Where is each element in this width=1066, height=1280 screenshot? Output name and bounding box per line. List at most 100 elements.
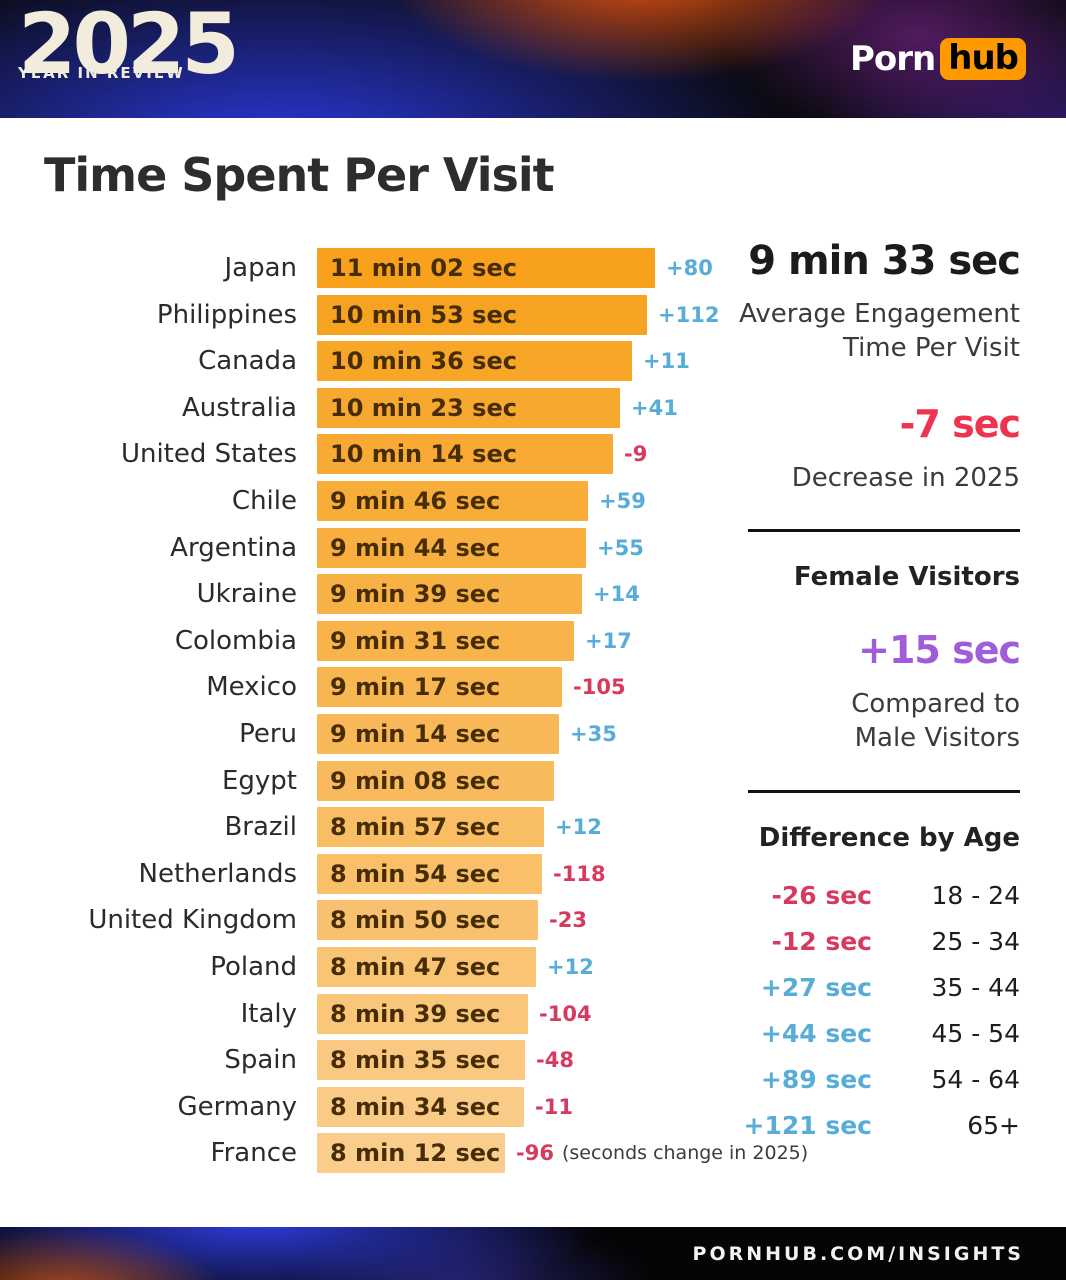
- bar-wrap: 8 min 35 sec -48: [317, 1040, 720, 1081]
- time-value: 8 min 39 sec: [330, 999, 501, 1028]
- avg-engagement-label: Average Engagement Time Per Visit: [720, 298, 1020, 366]
- country-label: Australia: [181, 392, 297, 423]
- time-bar: 10 min 14 sec: [317, 434, 613, 475]
- bar-wrap: 8 min 12 sec -96 (seconds change in 2025…: [317, 1133, 809, 1174]
- time-value: 9 min 14 sec: [330, 719, 501, 748]
- time-value: 8 min 47 sec: [330, 952, 501, 981]
- country-label: Philippines: [156, 299, 297, 330]
- bar-wrap: 9 min 44 sec +55: [317, 527, 720, 568]
- bar-row: France 8 min 12 sec -96 (seconds change …: [0, 1133, 808, 1174]
- age-range-label: 65+: [967, 1110, 1020, 1140]
- avg-engagement-value: 9 min 33 sec: [748, 238, 1021, 284]
- time-value: 9 min 39 sec: [330, 580, 501, 609]
- change-value: -11: [535, 1094, 573, 1119]
- bar-row: Argentina 9 min 44 sec +55: [0, 527, 720, 568]
- decrease-value: -7 sec: [899, 401, 1021, 446]
- bar-row: Colombia 9 min 31 sec +17: [0, 620, 720, 661]
- bar-wrap: 8 min 57 sec +12: [317, 807, 720, 848]
- bar-row: Germany 8 min 34 sec -11: [0, 1086, 720, 1127]
- age-range-label: 45 - 54: [931, 1018, 1020, 1048]
- brand-hub-badge: hub: [940, 38, 1026, 80]
- age-diff-value: +89 sec: [760, 1064, 872, 1094]
- bar-row: Spain 8 min 35 sec -48: [0, 1040, 720, 1081]
- avg-label-line2: Time Per Visit: [843, 332, 1020, 363]
- time-bar: 8 min 34 sec: [317, 1086, 524, 1127]
- time-bar: 8 min 35 sec: [317, 1040, 525, 1081]
- change-value: -104: [539, 1001, 592, 1026]
- bar-wrap: 10 min 14 sec -9: [317, 434, 720, 475]
- time-value: 9 min 17 sec: [330, 673, 501, 702]
- bar-row: Canada 10 min 36 sec +11: [0, 341, 720, 382]
- time-value: 9 min 44 sec: [330, 533, 501, 562]
- time-value: 10 min 36 sec: [330, 347, 517, 376]
- change-value: -96: [516, 1141, 554, 1166]
- change-value: +80: [666, 256, 713, 280]
- divider-line: [748, 529, 1020, 533]
- change-value: +112: [658, 302, 720, 327]
- country-label: Egypt: [221, 765, 297, 796]
- age-row: +89 sec 54 - 64: [720, 1065, 1020, 1094]
- country-label: Spain: [224, 1045, 297, 1076]
- bar-rows: Japan 11 min 02 sec +80 Philippines 10 m…: [0, 248, 808, 1174]
- age-row: +44 sec 45 - 54: [720, 1019, 1020, 1048]
- time-bar: 10 min 36 sec: [317, 341, 632, 382]
- bar-wrap: 9 min 17 sec -105: [317, 667, 720, 708]
- age-range-label: 18 - 24: [931, 880, 1020, 910]
- time-value: 9 min 08 sec: [330, 766, 501, 795]
- change-value: -48: [536, 1048, 574, 1073]
- bar-row: United Kingdom 8 min 50 sec -23: [0, 900, 720, 941]
- age-diff-value: +121 sec: [743, 1110, 873, 1140]
- country-label: Japan: [224, 253, 297, 283]
- footer-bar: PORNHUB.COM/INSIGHTS: [0, 1227, 1066, 1280]
- avg-label-line1: Average Engagement: [739, 299, 1020, 329]
- country-label: Italy: [240, 998, 297, 1029]
- pornhub-logo: Porn hub: [850, 38, 1026, 80]
- bar-wrap: 11 min 02 sec +80: [317, 248, 720, 288]
- female-label-line2: Male Visitors: [854, 723, 1020, 754]
- bar-wrap: 9 min 46 sec +59: [317, 480, 720, 521]
- age-row: +121 sec 65+: [720, 1110, 1021, 1140]
- age-range-label: 54 - 64: [931, 1064, 1020, 1094]
- year-text: 2025: [18, 0, 240, 93]
- bar-wrap: 10 min 36 sec +11: [317, 341, 720, 382]
- change-value: -23: [549, 908, 587, 933]
- country-label: Ukraine: [196, 579, 297, 610]
- time-per-visit-bar-chart: Japan 11 min 02 sec +80 Philippines 10 m…: [0, 248, 808, 1180]
- country-label: Chile: [231, 485, 297, 516]
- country-label: United Kingdom: [88, 905, 297, 936]
- change-value: +41: [631, 395, 678, 420]
- age-diff-value: -12 sec: [771, 926, 872, 956]
- time-bar: 9 min 46 sec: [317, 480, 588, 521]
- change-value: +12: [555, 815, 602, 840]
- change-value: +12: [547, 954, 594, 979]
- change-note: (seconds change in 2025): [561, 1142, 809, 1165]
- time-bar: 8 min 54 sec: [317, 853, 542, 894]
- bar-row: Australia 10 min 23 sec +41: [0, 387, 720, 428]
- bar-row: Poland 8 min 47 sec +12: [0, 946, 720, 987]
- change-value: -9: [624, 442, 648, 467]
- time-value: 10 min 53 sec: [330, 300, 517, 329]
- change-value: +59: [599, 488, 646, 513]
- country-label: Germany: [177, 1091, 297, 1122]
- time-bar: 8 min 12 sec: [317, 1133, 505, 1174]
- time-bar: 9 min 14 sec: [317, 713, 559, 754]
- stats-panel: 9 min 33 sec Average Engagement Time Per…: [720, 238, 1021, 1157]
- female-label-line1: Compared to: [851, 689, 1020, 720]
- time-value: 8 min 12 sec: [330, 1139, 501, 1168]
- bar-row: Japan 11 min 02 sec +80: [0, 248, 720, 288]
- year-in-review-logo: 2025 YEAR IN REVIEW: [18, 2, 240, 86]
- age-diff-value: -26 sec: [771, 880, 872, 910]
- difference-by-age-heading: Difference by Age: [758, 822, 1020, 853]
- time-value: 11 min 02 sec: [330, 254, 517, 282]
- time-bar: 9 min 17 sec: [317, 667, 562, 708]
- bar-wrap: 9 min 08 sec: [317, 760, 720, 801]
- bar-wrap: 8 min 47 sec +12: [317, 946, 720, 987]
- decrease-label: Decrease in 2025: [791, 462, 1020, 493]
- bar-row: Ukraine 9 min 39 sec +14: [0, 574, 720, 615]
- change-value: +11: [643, 349, 690, 374]
- bar-row: Egypt 9 min 08 sec: [0, 760, 720, 801]
- time-bar: 10 min 23 sec: [317, 387, 620, 428]
- change-value: -105: [573, 675, 626, 700]
- time-bar: 9 min 31 sec: [317, 620, 574, 661]
- bar-wrap: 9 min 14 sec +35: [317, 713, 720, 754]
